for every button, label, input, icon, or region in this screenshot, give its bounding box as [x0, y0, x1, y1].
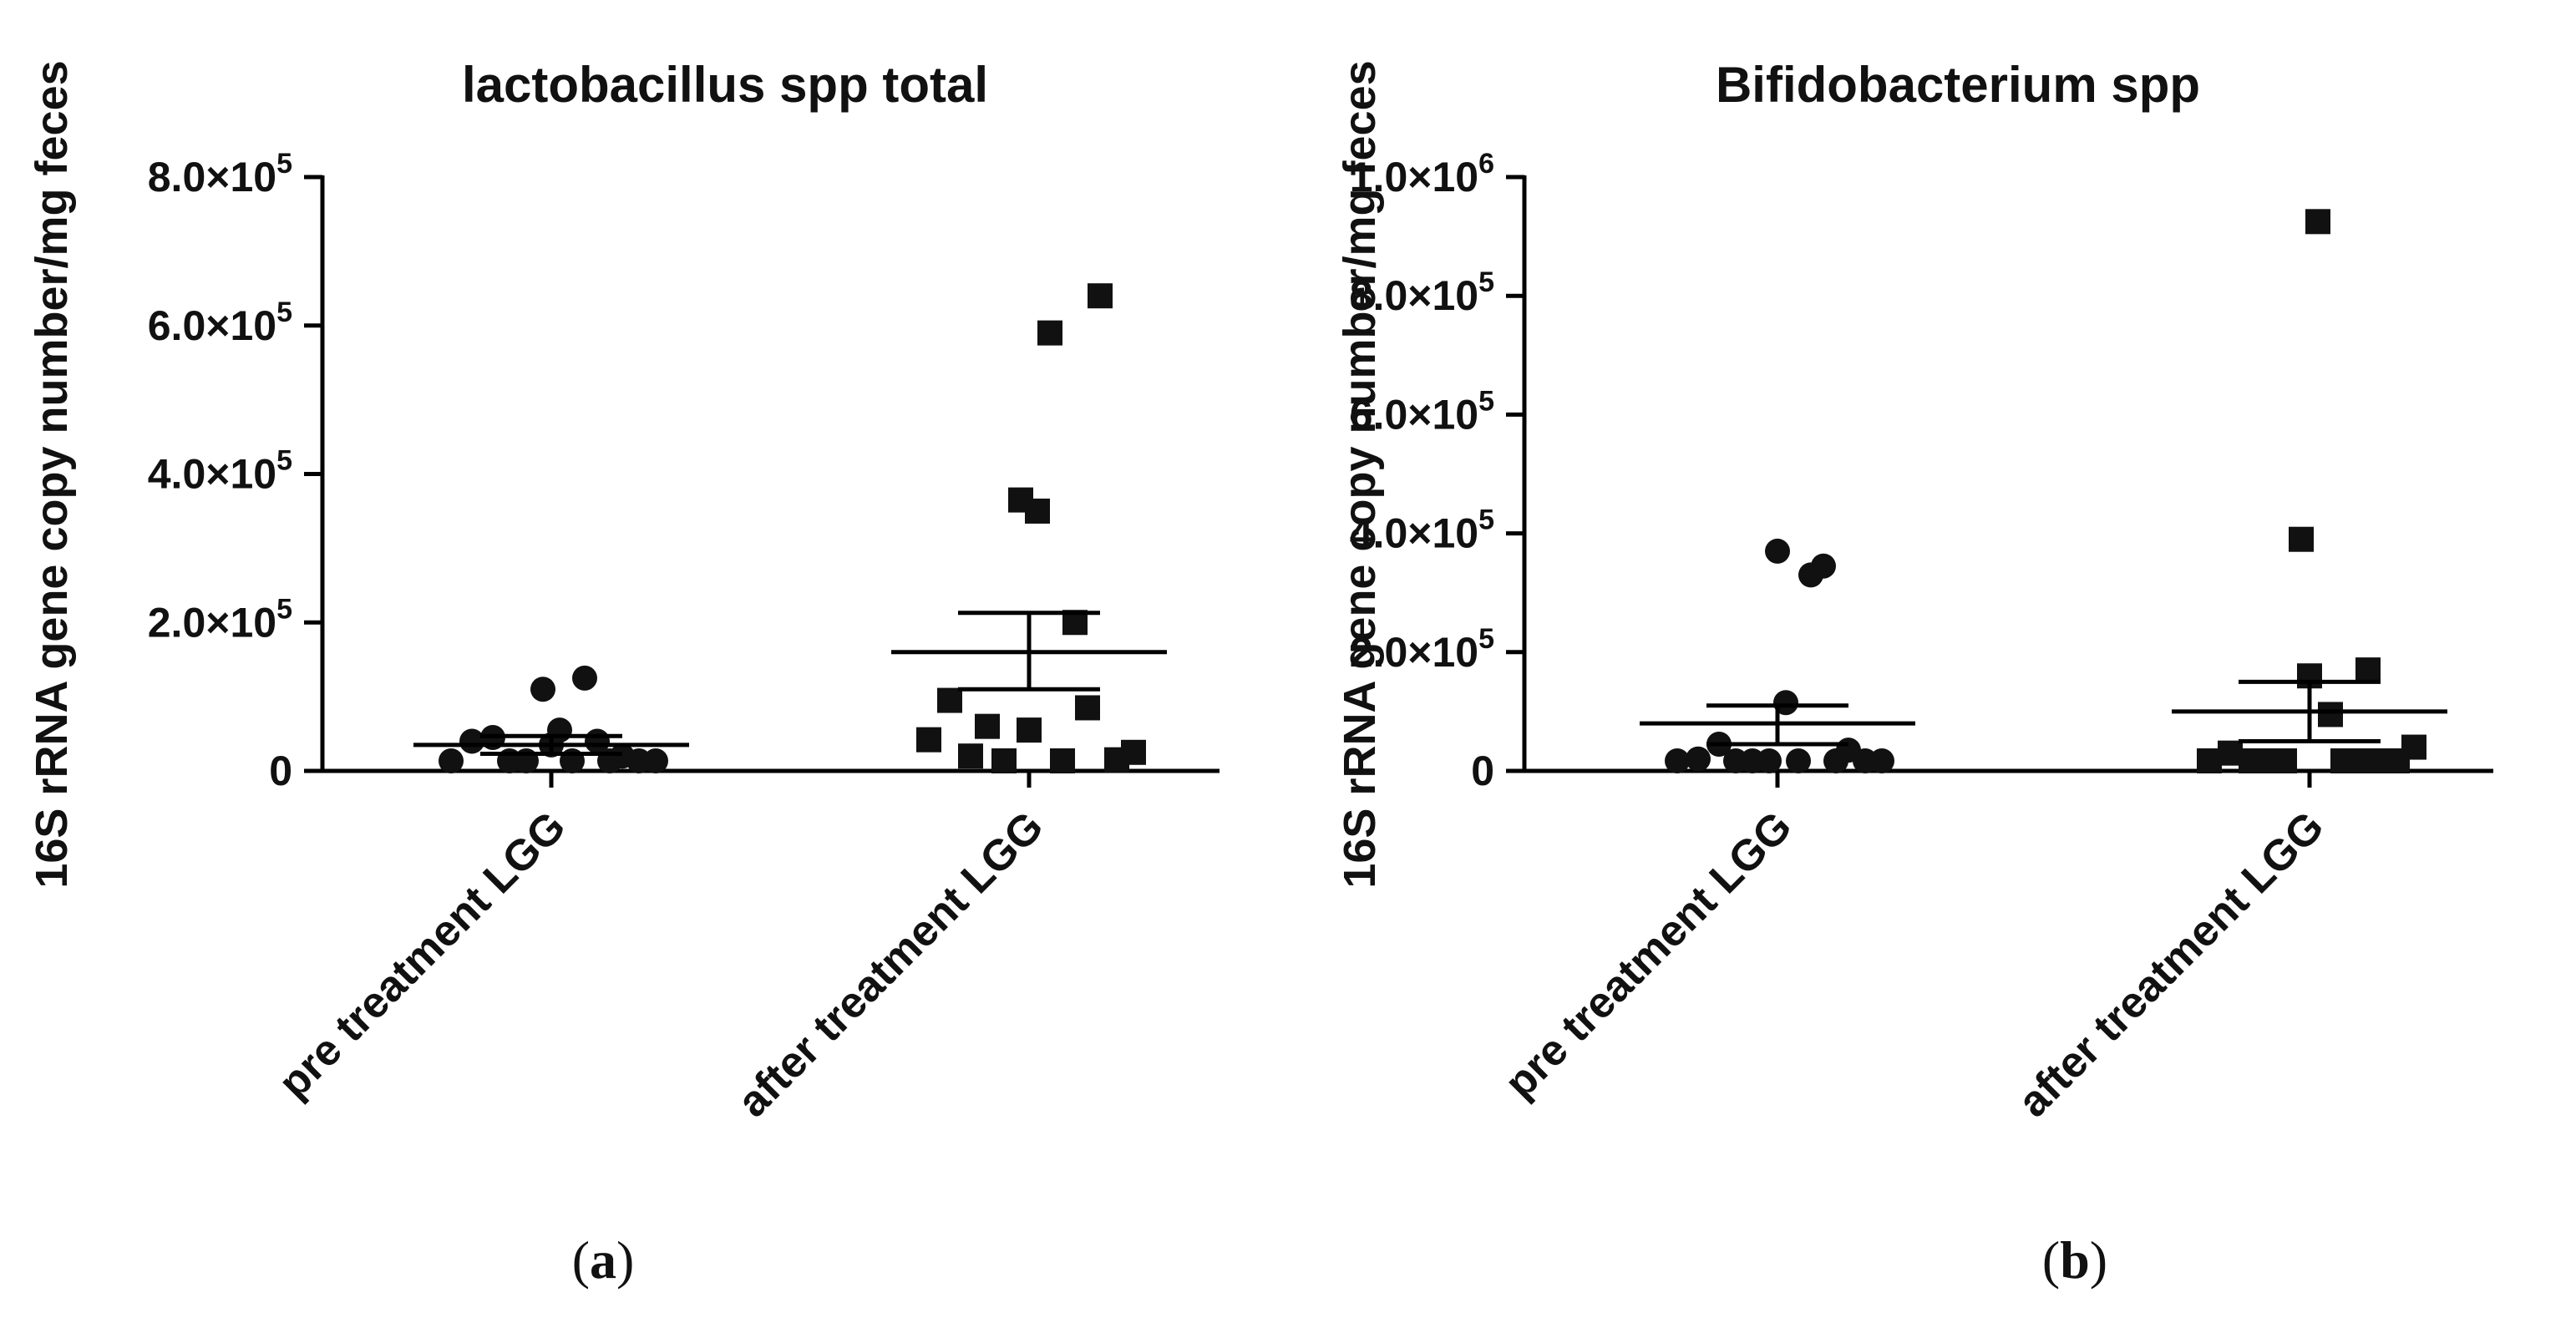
data-point — [1757, 748, 1782, 773]
data-point — [439, 748, 464, 773]
data-point — [937, 687, 962, 713]
chart-panel-a: lactobacillus spp total 16S rRNA gene cop… — [27, 57, 1220, 1290]
data-point — [2355, 657, 2381, 683]
y-axis-label: 16S rRNA gene copy number/mg feces — [27, 60, 77, 888]
panel-label: (a) — [572, 1230, 635, 1290]
data-point — [1075, 695, 1100, 721]
data-point — [530, 677, 555, 702]
data-point — [1765, 538, 1790, 564]
data-point — [643, 748, 668, 773]
y-axis-label: 16S rRNA gene copy number/mg feces — [1335, 60, 1385, 888]
data-point — [1686, 746, 1711, 772]
data-point — [975, 713, 1000, 739]
y-tick-label: 8.0×105 — [1350, 266, 1494, 319]
data-point — [958, 743, 983, 769]
y-tick-label: 8.0×105 — [148, 148, 292, 200]
x-category-label: pre treatment LGG — [1496, 802, 1802, 1108]
y-tick-label: 2.0×105 — [148, 593, 292, 646]
y-tick-label: 6.0×105 — [1350, 385, 1494, 438]
y-tick-label: 6.0×105 — [148, 297, 292, 349]
data-point — [1665, 748, 1690, 773]
data-point — [2343, 748, 2368, 773]
data-point — [1121, 739, 1146, 765]
x-category-label: after treatment LGG — [728, 802, 1052, 1126]
data-point — [991, 748, 1017, 773]
data-point — [1037, 320, 1062, 346]
data-point — [2289, 526, 2314, 552]
panel-label: (b) — [2042, 1230, 2107, 1290]
x-category-label: pre treatment LGG — [270, 802, 576, 1108]
chart-panel-b: Bifidobacterium spp 16S rRNA gene copy nu… — [1335, 57, 2493, 1290]
y-tick-label: 4.0×105 — [148, 445, 292, 498]
data-point — [2318, 702, 2343, 727]
data-point — [2401, 734, 2426, 760]
data-point — [1786, 748, 1811, 773]
data-point — [2305, 209, 2330, 235]
data-point — [2272, 748, 2297, 773]
chart-title: lactobacillus spp total — [462, 57, 988, 113]
y-tick-label: 2.0×105 — [1350, 623, 1494, 676]
y-tick-label: 0 — [1471, 748, 1494, 794]
data-point — [916, 727, 941, 753]
data-point — [1025, 498, 1050, 524]
data-point — [1869, 748, 1894, 773]
data-point — [1050, 748, 1075, 773]
data-point — [1088, 283, 1113, 309]
data-point — [1017, 717, 1042, 743]
data-point — [459, 728, 484, 754]
x-category-label: after treatment LGG — [2009, 802, 2333, 1126]
y-tick-label: 0 — [269, 748, 292, 794]
y-tick-label: 1.0×106 — [1350, 148, 1494, 200]
chart-title: Bifidobacterium spp — [1716, 57, 2200, 113]
y-tick-label: 4.0×105 — [1350, 504, 1494, 557]
data-point — [1811, 553, 1836, 579]
data-point — [572, 665, 597, 691]
